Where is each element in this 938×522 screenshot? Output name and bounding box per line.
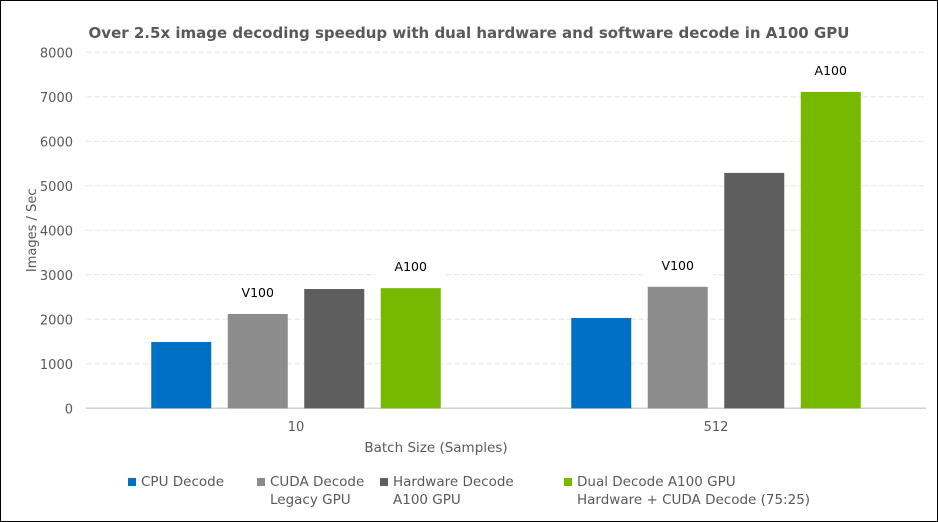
legend-item: CUDA Decode Legacy GPU bbox=[257, 473, 364, 509]
legend-item: Hardware Decode A100 GPU bbox=[380, 473, 514, 509]
y-axis-title: Images / Sec bbox=[25, 189, 40, 273]
bar-hardware-decode bbox=[724, 172, 785, 409]
y-tick-label: 1000 bbox=[40, 358, 73, 373]
legend-label: CUDA Decode Legacy GPU bbox=[270, 474, 365, 508]
x-tick-label: 10 bbox=[288, 420, 305, 435]
bar-hardware-decode bbox=[304, 289, 365, 409]
annotation-background bbox=[795, 59, 866, 82]
legend-swatch bbox=[380, 478, 388, 486]
legend-label: Dual Decode A100 GPU Hardware + CUDA Dec… bbox=[577, 474, 811, 508]
bar-annotation: V100 bbox=[242, 285, 274, 300]
bar-annotation: V100 bbox=[662, 258, 694, 273]
bar-cpu-decode bbox=[151, 341, 212, 409]
y-tick-label: 5000 bbox=[40, 180, 73, 195]
y-tick-label: 4000 bbox=[40, 224, 73, 239]
legend-item: CPU Decode bbox=[128, 473, 224, 491]
y-tick-label: 8000 bbox=[40, 46, 73, 61]
annotation-background bbox=[375, 256, 446, 279]
y-tick-label: 2000 bbox=[40, 313, 73, 328]
y-tick-label: 0 bbox=[65, 402, 73, 417]
legend-swatch bbox=[257, 478, 265, 486]
x-axis-title: Batch Size (Samples) bbox=[364, 440, 507, 456]
y-tick-label: 7000 bbox=[40, 91, 73, 106]
legend-swatch bbox=[128, 478, 136, 486]
bar-annotation: A100 bbox=[815, 63, 847, 78]
bar-cuda-decode bbox=[647, 286, 708, 409]
legend-label: Hardware Decode A100 GPU bbox=[393, 474, 514, 508]
chart-title: Over 2.5x image decoding speedup with du… bbox=[88, 24, 850, 42]
bar-cpu-decode bbox=[571, 317, 632, 409]
bar-annotation: A100 bbox=[395, 259, 427, 274]
annotation-background bbox=[222, 281, 293, 304]
x-tick-label: 512 bbox=[704, 420, 729, 435]
bar-dual-decode-a100-gpu bbox=[800, 91, 861, 409]
annotation-background bbox=[642, 254, 713, 277]
y-tick-label: 6000 bbox=[40, 135, 73, 150]
legend-label: CPU Decode bbox=[141, 474, 224, 490]
bar-cuda-decode bbox=[227, 313, 288, 409]
legend-swatch bbox=[564, 478, 572, 486]
legend-item: Dual Decode A100 GPU Hardware + CUDA Dec… bbox=[564, 473, 810, 509]
bar-dual-decode-a100-gpu bbox=[380, 288, 441, 409]
y-tick-label: 3000 bbox=[40, 269, 73, 284]
